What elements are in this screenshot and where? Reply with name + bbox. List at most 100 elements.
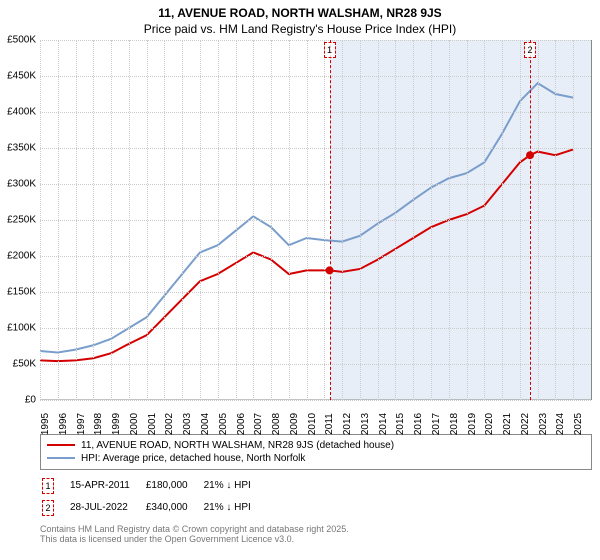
- gridline-x: [111, 40, 112, 400]
- gridline-x: [324, 40, 325, 400]
- x-axis-label: 2023: [538, 412, 549, 434]
- sale-marker-number: 1: [324, 42, 336, 58]
- sale-marker-line: [330, 40, 331, 400]
- legend-item: 11, AVENUE ROAD, NORTH WALSHAM, NR28 9JS…: [47, 439, 585, 452]
- y-axis-label: £200K: [7, 250, 36, 261]
- gridline-y: [40, 292, 591, 293]
- x-axis-label: 2016: [413, 412, 424, 434]
- gridline-y: [40, 148, 591, 149]
- sale-hpi-diff: 21% ↓ HPI: [204, 498, 265, 518]
- x-axis-label: 2007: [253, 412, 264, 434]
- gridline-x: [76, 40, 77, 400]
- gridline-x: [236, 40, 237, 400]
- gridline-x: [413, 40, 414, 400]
- y-axis-label: £50K: [13, 358, 36, 369]
- chart-subtitle: Price paid vs. HM Land Registry's House …: [0, 22, 600, 40]
- gridline-x: [307, 40, 308, 400]
- gridline-x: [164, 40, 165, 400]
- gridline-x: [573, 40, 574, 400]
- chart-plot-area: £0£50K£100K£150K£200K£250K£300K£350K£400…: [40, 40, 592, 400]
- x-axis-label: 2003: [182, 412, 193, 434]
- gridline-x: [538, 40, 539, 400]
- gridline-y: [40, 184, 591, 185]
- x-axis-label: 2024: [555, 412, 566, 434]
- x-axis-label: 2015: [395, 412, 406, 434]
- gridline-y: [40, 364, 591, 365]
- y-axis-label: £350K: [7, 142, 36, 153]
- sale-row: 115-APR-2011£180,00021% ↓ HPI: [42, 476, 265, 496]
- y-axis-label: £400K: [7, 106, 36, 117]
- gridline-x: [449, 40, 450, 400]
- legend-swatch: [47, 457, 75, 459]
- x-axis-label: 2022: [520, 412, 531, 434]
- y-axis-label: £450K: [7, 70, 36, 81]
- gridline-x: [289, 40, 290, 400]
- gridline-x: [520, 40, 521, 400]
- sale-price: £180,000: [146, 476, 202, 496]
- gridline-x: [218, 40, 219, 400]
- x-axis-label: 2011: [324, 413, 335, 435]
- legend-label: 11, AVENUE ROAD, NORTH WALSHAM, NR28 9JS…: [81, 440, 394, 451]
- x-axis-label: 2014: [378, 412, 389, 434]
- x-axis-label: 2025: [573, 412, 584, 434]
- x-axis-label: 1997: [76, 412, 87, 434]
- sale-hpi-diff: 21% ↓ HPI: [204, 476, 265, 496]
- x-axis-label: 2002: [164, 412, 175, 434]
- x-axis-label: 2001: [147, 412, 158, 434]
- gridline-x: [58, 40, 59, 400]
- footer-line-1: Contains HM Land Registry data © Crown c…: [40, 524, 592, 535]
- x-axis-label: 2000: [129, 412, 140, 434]
- y-axis-label: £500K: [7, 34, 36, 45]
- x-axis-label: 2017: [431, 412, 442, 434]
- x-axis-label: 2004: [200, 412, 211, 434]
- x-axis-label: 1995: [40, 412, 51, 434]
- gridline-y: [40, 256, 591, 257]
- gridline-x: [253, 40, 254, 400]
- gridline-x: [360, 40, 361, 400]
- chart-container: 11, AVENUE ROAD, NORTH WALSHAM, NR28 9JS…: [0, 0, 600, 560]
- sale-marker-line: [530, 40, 531, 400]
- y-axis-label: £100K: [7, 322, 36, 333]
- y-axis-label: £150K: [7, 286, 36, 297]
- gridline-x: [147, 40, 148, 400]
- gridline-y: [40, 112, 591, 113]
- gridline-x: [378, 40, 379, 400]
- x-axis-label: 2019: [467, 412, 478, 434]
- gridline-x: [395, 40, 396, 400]
- footer-line-2: This data is licensed under the Open Gov…: [40, 534, 592, 545]
- legend-label: HPI: Average price, detached house, Nort…: [81, 453, 305, 464]
- x-axis-label: 1996: [58, 412, 69, 434]
- sales-table: 115-APR-2011£180,00021% ↓ HPI 2 28-JUL-202…: [40, 474, 267, 520]
- gridline-x: [271, 40, 272, 400]
- gridline-x: [182, 40, 183, 400]
- x-axis-label: 2008: [271, 412, 282, 434]
- gridline-x: [502, 40, 503, 400]
- x-axis-label: 1999: [111, 412, 122, 434]
- gridline-x: [200, 40, 201, 400]
- y-axis-label: £250K: [7, 214, 36, 225]
- x-axis-label: 2006: [236, 412, 247, 434]
- sale-date: 28-JUL-2022: [70, 498, 144, 518]
- gridline-y: [40, 328, 591, 329]
- chart-title: 11, AVENUE ROAD, NORTH WALSHAM, NR28 9JS: [0, 0, 600, 22]
- gridline-y: [40, 40, 591, 41]
- x-axis-label: 2020: [484, 412, 495, 434]
- y-axis-label: £300K: [7, 178, 36, 189]
- x-axis-label: 2021: [502, 412, 513, 434]
- gridline-x: [431, 40, 432, 400]
- sale-number-icon: 2: [42, 500, 54, 516]
- sale-price: £340,000: [146, 498, 202, 518]
- gridline-x: [129, 40, 130, 400]
- x-axis-label: 2018: [449, 412, 460, 434]
- legend: 11, AVENUE ROAD, NORTH WALSHAM, NR28 9JS…: [40, 434, 592, 470]
- gridline-x: [555, 40, 556, 400]
- sale-date: 15-APR-2011: [70, 476, 144, 496]
- gridline-y: [40, 220, 591, 221]
- sale-row: 2 28-JUL-2022£340,00021% ↓ HPI: [42, 498, 265, 518]
- attribution: Contains HM Land Registry data © Crown c…: [40, 524, 592, 546]
- sale-marker-number: 2: [524, 42, 536, 58]
- gridline-x: [484, 40, 485, 400]
- legend-item: HPI: Average price, detached house, Nort…: [47, 452, 585, 465]
- gridline-x: [40, 40, 41, 400]
- x-axis-label: 2010: [307, 412, 318, 434]
